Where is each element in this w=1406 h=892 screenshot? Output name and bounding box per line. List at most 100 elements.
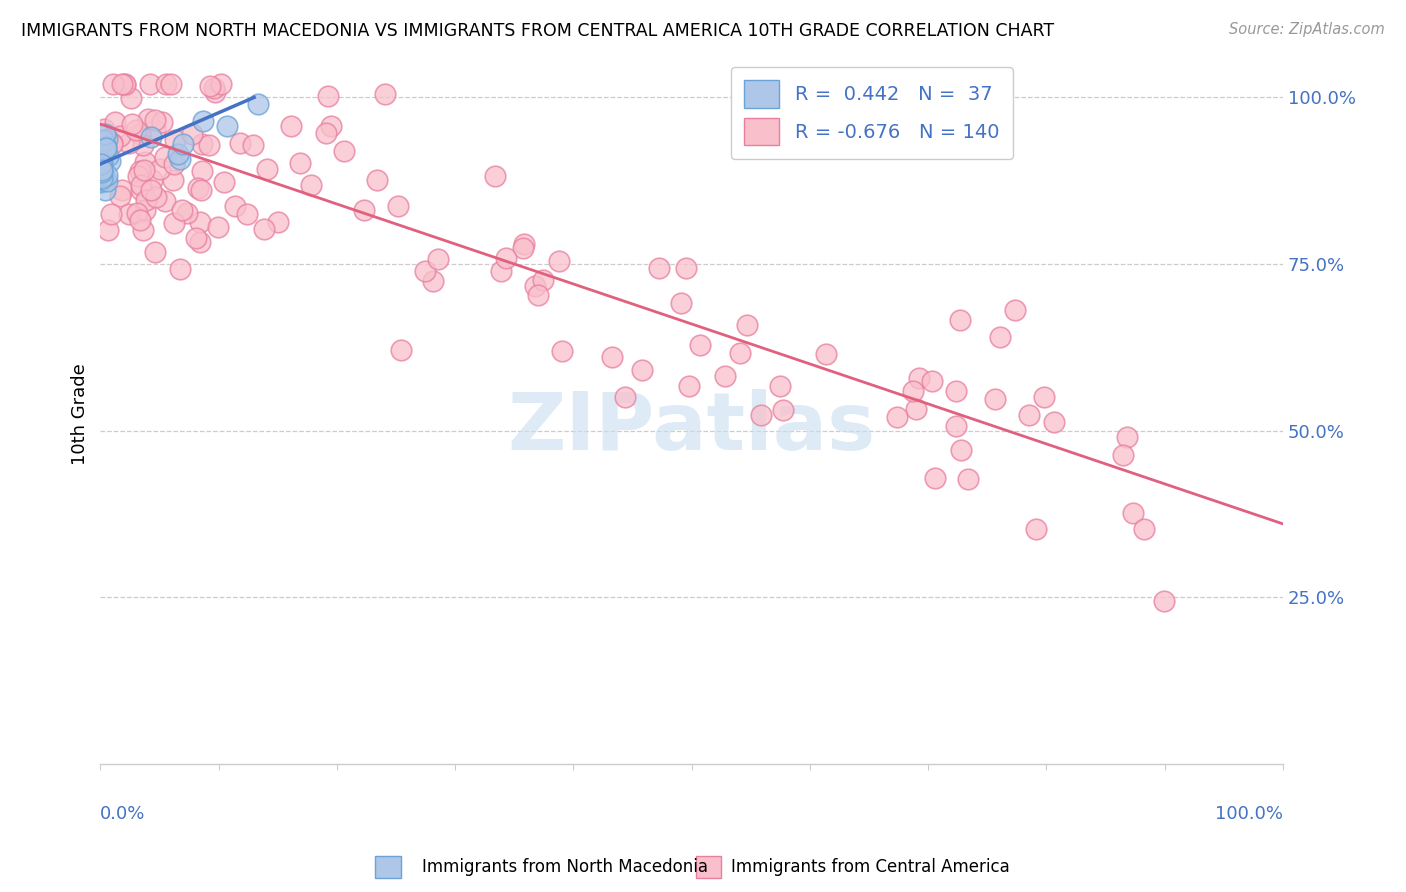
Point [90,164,112,178]
Text: Immigrants from North Macedonia: Immigrants from North Macedonia [422,858,707,876]
Point [903,384,925,398]
Point [187,181,209,195]
Point [253,221,276,235]
Point [91,144,114,158]
Point [90,173,112,187]
Point [678,379,700,393]
Point [90,165,112,179]
Point [162,157,184,171]
Point [198,138,221,153]
Point [905,402,928,417]
Y-axis label: 10th Grade: 10th Grade [72,363,89,465]
Text: IMMIGRANTS FROM NORTH MACEDONIA VS IMMIGRANTS FROM CENTRAL AMERICA 10TH GRADE CO: IMMIGRANTS FROM NORTH MACEDONIA VS IMMIG… [21,22,1054,40]
Point [96,131,118,145]
Point [90,157,112,171]
Point [135,194,157,208]
Point [202,81,225,95]
Point [413,264,436,278]
Point [1116,429,1139,443]
Point [288,155,311,169]
Point [484,169,506,183]
Point [527,288,550,302]
Point [155,77,177,91]
Point [512,237,534,252]
Point [921,374,943,388]
Point [90,157,112,171]
Point [366,173,388,187]
Point [814,347,837,361]
Point [155,150,177,164]
Point [97,149,120,163]
Point [1004,302,1026,317]
Point [229,136,252,150]
Point [1043,415,1066,429]
Point [186,230,208,244]
Point [167,147,190,161]
Point [353,203,375,218]
Point [321,120,343,134]
Point [91,162,114,177]
Point [256,162,278,177]
Text: ZIPatlas: ZIPatlas [508,389,876,467]
Point [1018,409,1040,423]
Point [1153,594,1175,608]
Point [153,194,176,208]
Point [236,207,259,221]
Point [145,190,167,204]
Point [188,235,211,250]
Point [90,134,112,148]
Point [150,115,173,129]
Point [945,419,967,434]
Point [957,472,980,486]
Point [121,117,143,131]
Point [125,206,148,220]
Point [143,123,166,137]
Point [90,149,112,163]
Point [89,175,111,189]
Point [172,136,194,151]
Text: 100.0%: 100.0% [1215,805,1284,823]
Point [1122,506,1144,520]
Point [132,137,155,152]
Point [169,261,191,276]
Point [91,171,114,186]
Point [129,213,152,227]
Point [98,154,121,169]
Point [209,77,232,91]
Point [1025,522,1047,536]
Point [389,343,412,357]
Point [120,91,142,105]
Text: Immigrants from Central America: Immigrants from Central America [731,858,1010,876]
Point [132,223,155,237]
Point [547,254,569,268]
Point [134,202,156,217]
Point [100,207,122,221]
Point [134,162,156,177]
Point [125,123,148,137]
Point [169,152,191,166]
Point [387,198,409,212]
Point [614,390,637,404]
Point [118,136,141,150]
Point [280,119,302,133]
Text: 0.0%: 0.0% [100,805,146,823]
Point [134,154,156,169]
Point [983,392,1005,406]
Point [669,296,692,310]
Point [90,161,112,175]
Point [318,88,340,103]
Point [127,169,149,183]
Point [91,133,114,147]
Point [91,155,114,169]
Point [117,207,139,221]
Point [90,157,112,171]
Point [299,178,322,192]
Point [94,140,117,154]
Point [162,172,184,186]
Point [129,127,152,141]
Legend: R =  0.442   N =  37, R = -0.676   N = 140: R = 0.442 N = 37, R = -0.676 N = 140 [731,67,1014,159]
Point [531,272,554,286]
Point [93,141,115,155]
Point [217,119,239,133]
Point [143,245,166,260]
